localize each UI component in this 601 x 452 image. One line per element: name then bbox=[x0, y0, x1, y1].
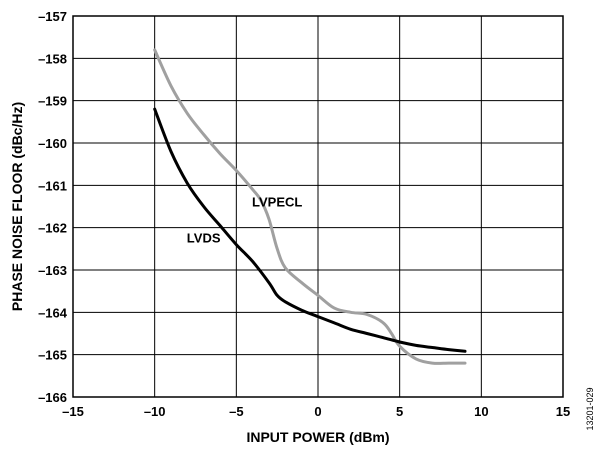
x-tick-labels: –15 –10 –5 0 5 10 15 bbox=[62, 404, 570, 419]
x-tick-label: 0 bbox=[314, 404, 321, 419]
y-tick-label: –162 bbox=[38, 221, 67, 236]
y-tick-label: –165 bbox=[38, 348, 67, 363]
x-tick-label: 5 bbox=[396, 404, 403, 419]
series-line-lvpecl bbox=[153, 48, 467, 365]
y-tick-label: –157 bbox=[38, 9, 67, 24]
x-tick-label: 10 bbox=[474, 404, 488, 419]
y-axis-title: PHASE NOISE FLOOR (dBc/Hz) bbox=[9, 102, 25, 311]
series-layer bbox=[153, 48, 467, 365]
series-annotations: LVPECL LVDS bbox=[187, 195, 303, 246]
y-tick-label: –166 bbox=[38, 390, 67, 405]
x-tick-label: –10 bbox=[144, 404, 166, 419]
plot-frame bbox=[72, 15, 564, 398]
x-tick-label: 15 bbox=[556, 404, 570, 419]
grid bbox=[73, 16, 563, 397]
x-axis-title: INPUT POWER (dBm) bbox=[246, 429, 389, 445]
x-tick-label: –5 bbox=[229, 404, 243, 419]
y-tick-labels: –157 –158 –159 –160 –161 –162 –163 –164 –165 –166 bbox=[38, 9, 68, 405]
series-line-lvds bbox=[153, 107, 467, 353]
y-tick-label: –160 bbox=[38, 136, 67, 151]
figure-id-label: 13201-029 bbox=[585, 387, 595, 430]
series-label-lvpecl: LVPECL bbox=[252, 195, 302, 210]
x-tick-label: –15 bbox=[62, 404, 84, 419]
y-tick-label: –163 bbox=[38, 263, 67, 278]
y-tick-label: –164 bbox=[38, 305, 68, 320]
series-label-lvds: LVDS bbox=[187, 230, 221, 245]
y-tick-label: –158 bbox=[38, 51, 67, 66]
y-tick-label: –161 bbox=[38, 178, 67, 193]
y-tick-label: –159 bbox=[38, 94, 67, 109]
